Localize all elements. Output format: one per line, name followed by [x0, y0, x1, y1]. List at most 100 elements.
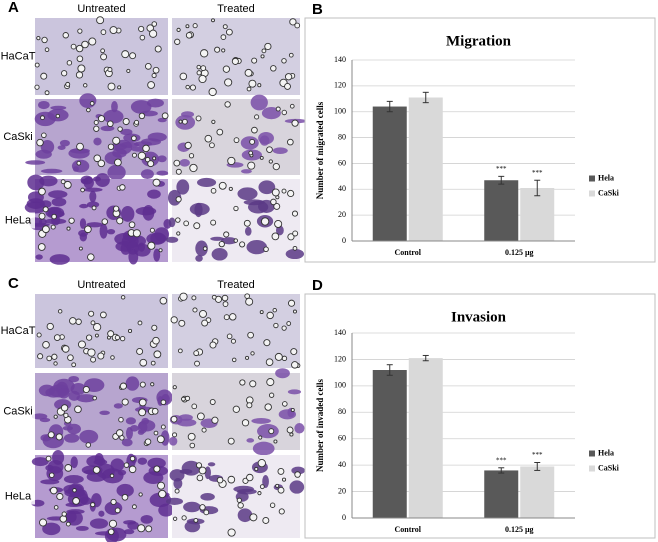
- pore: [227, 437, 235, 445]
- pore: [137, 320, 143, 326]
- cell: [244, 226, 252, 236]
- pore: [138, 112, 146, 120]
- pore: [152, 336, 160, 345]
- pore: [268, 428, 275, 435]
- pore: [136, 347, 144, 355]
- pore: [46, 355, 52, 362]
- cell: [258, 180, 276, 195]
- cell: [99, 223, 108, 239]
- cell: [34, 111, 56, 127]
- significance-label: ***: [496, 165, 507, 173]
- y-tick-label: 100: [334, 381, 346, 390]
- pore: [261, 48, 267, 54]
- cell: [111, 100, 118, 113]
- cell: [25, 160, 46, 165]
- cell: [135, 206, 157, 216]
- pore: [185, 84, 190, 90]
- bar: [520, 187, 555, 241]
- pore: [142, 144, 150, 153]
- pore: [273, 439, 278, 444]
- pore: [42, 341, 50, 349]
- pore: [191, 295, 197, 301]
- cell: [47, 459, 64, 474]
- pore: [152, 156, 157, 161]
- pore: [49, 472, 55, 478]
- pore: [65, 521, 71, 527]
- cell: [120, 206, 135, 222]
- pore: [245, 355, 250, 360]
- pore: [145, 525, 153, 533]
- pore: [225, 28, 233, 36]
- y-tick-label: 0: [342, 236, 346, 245]
- pore: [228, 186, 233, 191]
- pore: [94, 333, 99, 338]
- pore: [42, 206, 49, 213]
- cell: [179, 468, 193, 474]
- micrograph: [165, 177, 305, 262]
- pore: [119, 336, 126, 342]
- pore: [201, 427, 207, 433]
- cell: [48, 190, 68, 199]
- column-label: Treated: [217, 279, 255, 291]
- pore: [97, 352, 105, 360]
- pore: [245, 297, 254, 306]
- pore: [59, 515, 68, 523]
- pore: [272, 162, 280, 171]
- cell: [233, 485, 254, 493]
- pore: [76, 142, 84, 151]
- pore: [93, 323, 102, 332]
- pore: [257, 491, 262, 496]
- pore: [77, 340, 86, 349]
- panel-letter: B: [312, 1, 323, 18]
- cell: [37, 100, 50, 110]
- cell: [45, 206, 65, 219]
- pore: [249, 513, 258, 522]
- panel-letter: C: [8, 275, 19, 292]
- pore: [40, 115, 45, 121]
- pore: [110, 355, 115, 360]
- cell: [95, 173, 110, 188]
- pore: [223, 231, 230, 238]
- pore: [93, 125, 100, 132]
- cell: [157, 155, 167, 163]
- pore: [61, 511, 67, 517]
- pore: [107, 67, 113, 73]
- pore: [204, 134, 213, 143]
- pore: [149, 29, 158, 38]
- pore: [55, 433, 63, 441]
- pore: [189, 163, 198, 173]
- pore: [159, 296, 168, 305]
- pore: [286, 321, 292, 326]
- bar: [484, 180, 519, 241]
- pore: [139, 381, 146, 388]
- panel-letter: A: [8, 0, 19, 16]
- cell: [75, 525, 89, 531]
- cell: [168, 217, 176, 228]
- pore: [227, 475, 236, 484]
- cell: [250, 94, 268, 111]
- pore: [160, 424, 166, 430]
- pore: [38, 187, 46, 196]
- cell: [63, 433, 80, 443]
- micrograph-bg: [172, 179, 300, 262]
- y-tick-label: 80: [338, 407, 346, 416]
- error-bar: [386, 100, 393, 113]
- y-tick-label: 20: [338, 210, 346, 219]
- pore: [185, 32, 193, 39]
- cell: [262, 474, 269, 489]
- cell: [110, 458, 125, 472]
- pore: [227, 156, 236, 166]
- pore: [239, 379, 246, 386]
- cell: [220, 237, 238, 245]
- pore: [200, 49, 209, 58]
- pore: [172, 432, 178, 438]
- pore: [153, 465, 161, 473]
- cell: [257, 424, 279, 439]
- cell: [72, 166, 79, 172]
- pore: [209, 341, 217, 349]
- pore: [107, 143, 115, 150]
- pore: [34, 84, 40, 90]
- error-bar: [386, 364, 393, 376]
- cell: [117, 469, 127, 476]
- cell: [130, 100, 152, 114]
